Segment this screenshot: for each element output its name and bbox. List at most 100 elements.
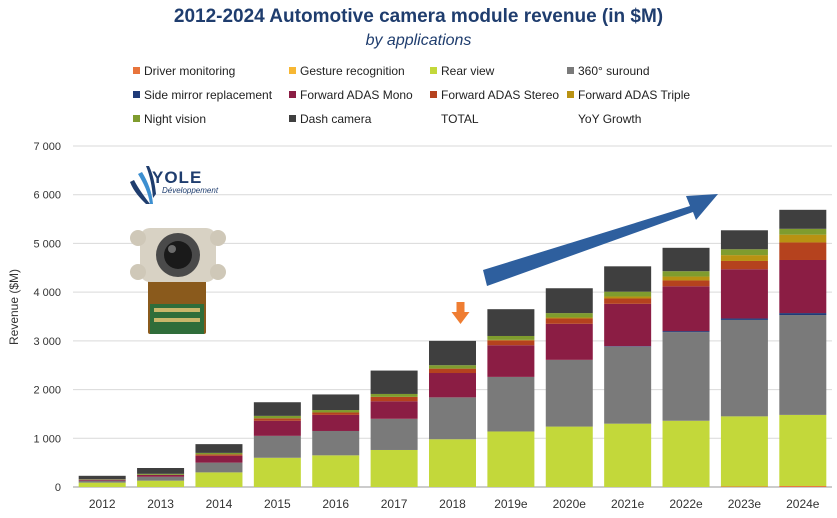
y-tick-label: 6 000 [33, 190, 61, 202]
bar-segment [487, 376, 535, 432]
bar-segment [604, 298, 652, 304]
legend-label: Rear view [441, 64, 495, 78]
legend-label: 360° suround [578, 64, 650, 78]
x-tick-label: 2017 [381, 497, 408, 511]
legend-item: YoY Growth [578, 112, 641, 126]
bar-segment [370, 401, 418, 419]
bar-segment [253, 402, 301, 416]
bar-segment [662, 276, 710, 281]
bar-segment [429, 340, 476, 366]
trend-arrow-icon [483, 194, 718, 286]
bar-segment [545, 426, 593, 487]
bar-segment [720, 269, 768, 319]
bar-segment [604, 303, 652, 347]
bar-segment [720, 318, 768, 320]
x-tick-label: 2020e [553, 497, 587, 511]
bar-segment [253, 418, 301, 421]
bar-segment [137, 473, 185, 475]
bar-segment [779, 486, 827, 487]
x-tick-label: 2013 [147, 497, 174, 511]
bar-segment [370, 370, 418, 394]
bar-segment [78, 479, 126, 481]
bar-segment [137, 476, 185, 481]
bar-segment [195, 454, 243, 456]
bar-segment [720, 249, 768, 256]
bar-segment [195, 462, 243, 473]
y-tick-label: 3 000 [33, 336, 61, 348]
bar-segment [312, 414, 360, 431]
legend-item: Forward ADAS Stereo [430, 88, 559, 102]
x-tick-label: 2015 [264, 497, 291, 511]
bar-segment [662, 286, 710, 332]
bar-segment [779, 228, 827, 235]
bar-segment [429, 397, 476, 440]
bar-segment [429, 373, 476, 398]
y-tick-label: 1 000 [33, 433, 61, 445]
chart-title: 2012-2024 Automotive camera module reven… [173, 6, 664, 27]
logo-word: YOLE [152, 168, 203, 187]
bar-segment [312, 430, 360, 456]
legend-label: Night vision [144, 112, 207, 126]
bar-segment [662, 280, 710, 287]
legend-item: Forward ADAS Mono [289, 88, 413, 102]
x-tick-label: 2021e [611, 497, 645, 511]
bar-segment [604, 291, 652, 297]
x-tick-label: 2019e [494, 497, 528, 511]
legend-item: Night vision [133, 112, 206, 126]
x-tick-label: 2018 [439, 497, 466, 511]
legend-label: Forward ADAS Mono [300, 88, 413, 102]
bar-segment [779, 242, 827, 260]
bar-segment [487, 335, 535, 340]
chart-subtitle: by applications [365, 32, 472, 49]
bar-segment [312, 394, 360, 411]
legend-item: 360° suround [567, 64, 650, 78]
bar-segment [429, 439, 476, 487]
x-tick-label: 2016 [322, 497, 349, 511]
bar-segment [78, 480, 126, 483]
legend-swatch [289, 67, 296, 74]
bar-segment [429, 365, 476, 369]
x-tick-label: 2023e [728, 497, 762, 511]
bar-segment [604, 346, 652, 424]
y-tick-label: 5 000 [33, 238, 61, 250]
legend-label: TOTAL [441, 112, 479, 126]
x-tick-label: 2022e [669, 497, 703, 511]
bar-segment [137, 480, 185, 487]
bar-segment [662, 420, 710, 487]
bar-segment [312, 455, 360, 487]
bar-segment [137, 468, 185, 474]
bar-segment [487, 345, 535, 377]
bar-segment [779, 259, 827, 314]
bar-segment [195, 472, 243, 487]
legend-label: Forward ADAS Triple [578, 88, 691, 102]
bar-segment [370, 393, 418, 397]
bar-segment [253, 415, 301, 419]
bar-segment [720, 260, 768, 270]
bar-segment [312, 412, 360, 415]
bar-segment [253, 420, 301, 436]
bar-segment [662, 247, 710, 272]
legend-swatch [133, 67, 140, 74]
bar-segment [137, 474, 185, 477]
bar-segment [370, 396, 418, 402]
bar-segment [604, 423, 652, 487]
bar-segment [545, 288, 593, 314]
legend-label: Gesture recognition [300, 64, 405, 78]
x-tick-label: 2012 [89, 497, 116, 511]
bar-segment [720, 255, 768, 261]
bar-segment [370, 449, 418, 487]
legend-item: Forward ADAS Triple [567, 88, 690, 102]
logo-swoosh-icon [130, 166, 156, 204]
legend-swatch [430, 91, 437, 98]
legend-item: Dash camera [289, 112, 371, 126]
legend-swatch [430, 67, 437, 74]
bar-segment [545, 313, 593, 318]
bar-segment [253, 435, 301, 458]
legend-swatch [567, 67, 574, 74]
y-tick-label: 0 [55, 482, 61, 494]
bar-segment [195, 455, 243, 463]
bar-segment [779, 234, 827, 243]
logo-subtitle: Développement [162, 186, 219, 195]
bar-segment [429, 368, 476, 374]
